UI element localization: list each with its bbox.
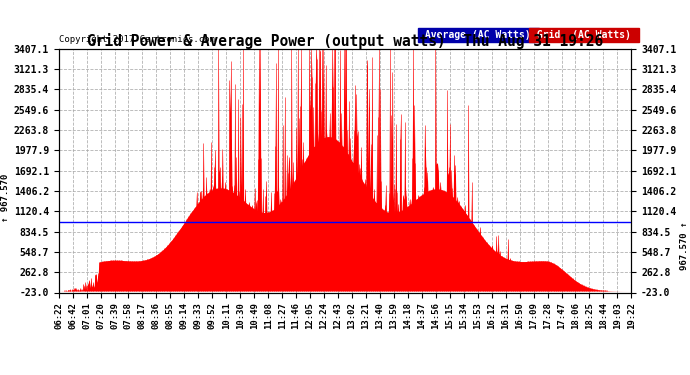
Text: Average (AC Watts): Average (AC Watts)	[420, 30, 537, 40]
Title: Grid Power & Average Power (output watts)  Thu Aug 31 19:26: Grid Power & Average Power (output watts…	[87, 33, 603, 49]
Text: ↑ 967.570: ↑ 967.570	[1, 174, 10, 222]
Text: Grid  (AC Watts): Grid (AC Watts)	[531, 30, 637, 40]
Text: 967.570 ↑: 967.570 ↑	[680, 222, 689, 270]
Text: Copyright 2017 Cartronics.com: Copyright 2017 Cartronics.com	[59, 35, 215, 44]
